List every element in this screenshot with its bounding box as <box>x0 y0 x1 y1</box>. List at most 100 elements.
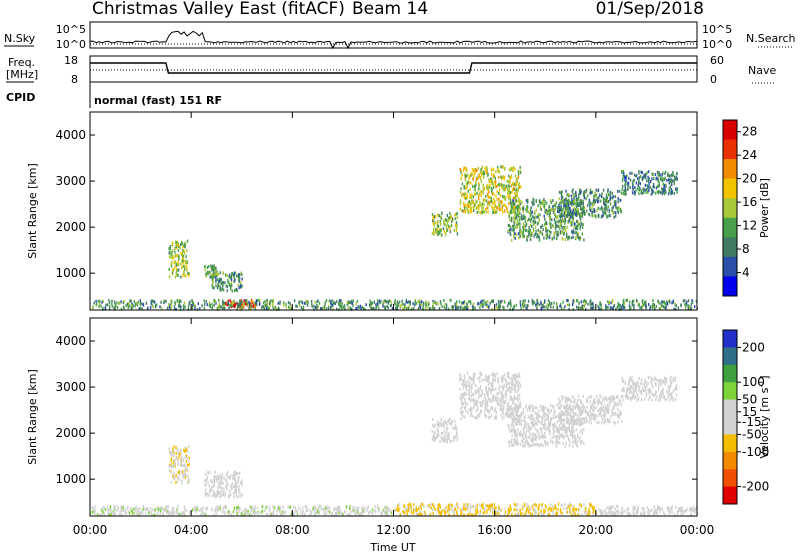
power-cell <box>445 303 448 307</box>
power-cell <box>583 298 586 302</box>
power-cell <box>647 185 649 189</box>
power-cell <box>236 274 238 278</box>
velocity-cell <box>334 507 336 511</box>
velocity-cell <box>147 508 149 512</box>
velocity-cell <box>483 399 485 403</box>
power-cell <box>623 306 625 310</box>
power-cell <box>460 177 462 181</box>
velocity-cell <box>562 411 564 414</box>
power-cell <box>562 219 564 223</box>
power-cell <box>665 183 667 187</box>
power-cell <box>492 175 495 179</box>
velocity-cell <box>544 426 546 430</box>
power-cell <box>556 206 559 209</box>
power-cell <box>395 306 398 309</box>
velocity-cell <box>448 432 450 436</box>
power-cell <box>172 243 174 246</box>
velocity-cell <box>177 463 179 466</box>
velocity-cell <box>181 479 183 483</box>
velocity-cell <box>217 505 219 509</box>
power-cell <box>632 187 634 191</box>
power-cell <box>664 188 666 192</box>
power-cell <box>656 176 658 180</box>
power-cell <box>588 201 590 205</box>
power-cell <box>662 182 665 186</box>
power-cell <box>582 300 585 304</box>
velocity-cell <box>214 493 216 497</box>
velocity-cell <box>690 507 693 511</box>
velocity-cell <box>545 418 548 421</box>
power-cell <box>466 193 468 197</box>
power-cell <box>585 197 587 201</box>
velocity-cell <box>465 382 467 386</box>
velocity-cell <box>517 387 520 391</box>
velocity-cell <box>513 508 515 512</box>
velocity-cell <box>287 505 289 509</box>
velocity-cell <box>266 512 269 516</box>
power-cell <box>535 198 537 202</box>
velocity-cell <box>626 510 629 514</box>
power-cell <box>581 213 583 217</box>
power-cell <box>507 184 510 188</box>
power-cell <box>344 307 346 311</box>
power-cell <box>255 299 258 303</box>
velocity-cell <box>213 491 216 495</box>
power-cell <box>111 302 113 306</box>
power-cell <box>382 303 384 307</box>
velocity-cell <box>204 513 207 517</box>
power-cell <box>172 256 175 260</box>
velocity-cell <box>533 503 535 507</box>
power-cell <box>577 197 580 201</box>
velocity-cell <box>484 395 486 399</box>
power-cell <box>177 244 179 248</box>
power-cell <box>544 299 546 303</box>
power-cell <box>172 249 174 253</box>
velocity-cell <box>500 396 503 400</box>
velocity-cell <box>517 394 519 398</box>
power-cell <box>208 303 211 307</box>
power-cell <box>519 303 522 307</box>
power-cell <box>239 302 242 306</box>
power-cell <box>507 229 510 233</box>
power-cell <box>259 298 261 302</box>
velocity-cell <box>600 511 603 515</box>
power-cell <box>517 188 519 192</box>
velocity-cell <box>184 471 186 475</box>
power-cell <box>493 192 495 196</box>
velocity-cell <box>640 511 643 515</box>
power-cell <box>565 201 567 205</box>
power-cell <box>549 229 551 233</box>
power-cell <box>241 303 243 307</box>
power-cell <box>111 304 114 308</box>
velocity-cell <box>148 511 150 515</box>
velocity-cell <box>296 513 299 517</box>
power-cell <box>206 266 209 270</box>
power-cell <box>642 188 645 192</box>
power-cell <box>522 207 525 211</box>
power-cell <box>498 200 500 204</box>
velocity-cell <box>467 384 469 388</box>
power-cell <box>601 208 604 212</box>
power-cell <box>540 302 542 305</box>
velocity-cell <box>509 508 512 512</box>
velocity-cell <box>466 402 469 406</box>
velocity-cell <box>521 507 524 511</box>
velocity-cell <box>436 423 439 427</box>
velocity-cell <box>410 506 412 510</box>
velocity-cell <box>626 507 629 511</box>
velocity-cell <box>533 425 535 429</box>
velocity-cell <box>342 512 344 516</box>
power-cell <box>559 215 562 219</box>
power-cell <box>95 299 97 303</box>
power-cell <box>251 305 253 309</box>
power-cell <box>480 173 483 177</box>
power-cell <box>550 230 552 234</box>
power-cell <box>479 203 481 206</box>
power-cell <box>580 220 582 224</box>
power-cell <box>651 177 653 181</box>
power-cell <box>492 300 494 304</box>
power-cell <box>577 232 580 236</box>
velocity-cell <box>461 404 464 408</box>
velocity-cell <box>434 423 437 427</box>
velocity-cell <box>234 488 236 492</box>
